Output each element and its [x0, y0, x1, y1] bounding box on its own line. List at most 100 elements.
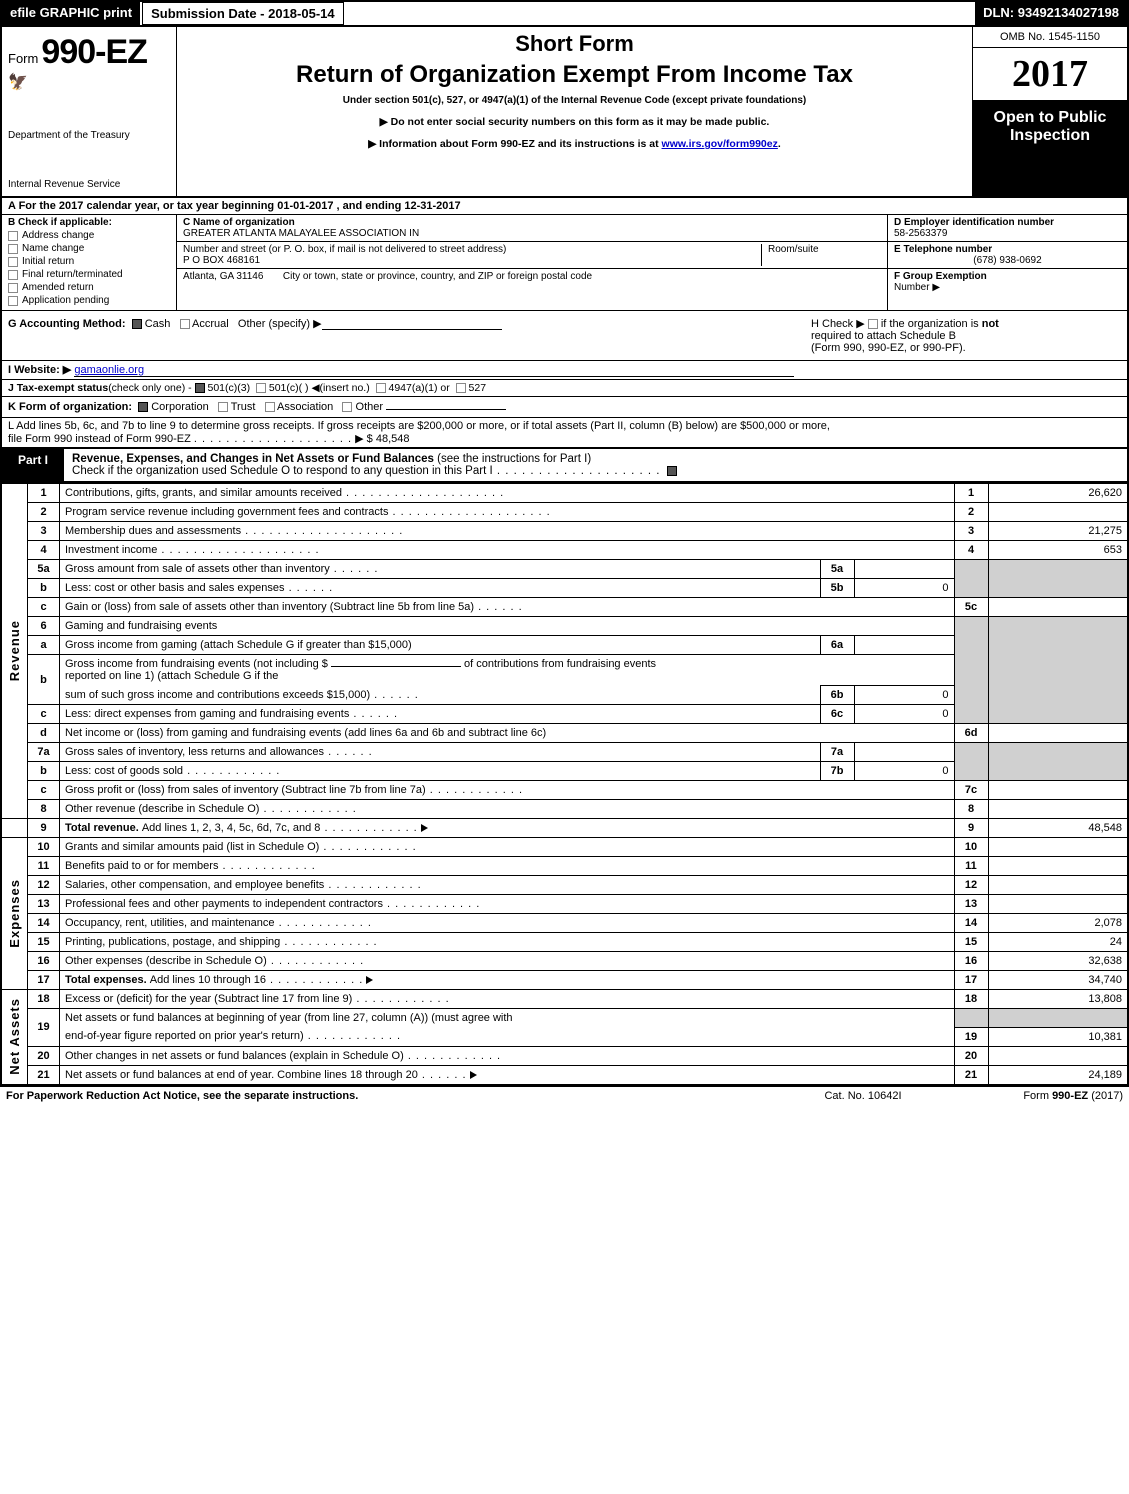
ln-1: 1 [28, 484, 60, 503]
ln-20: 20 [28, 1046, 60, 1065]
ln-21: 21 [28, 1065, 60, 1085]
checkbox-amended-return[interactable] [8, 283, 18, 293]
d-7b: Less: cost of goods sold [65, 765, 280, 777]
line-a: A For the 2017 calendar year, or tax yea… [2, 198, 1127, 214]
checkbox-corp[interactable] [138, 402, 148, 412]
l-text: L Add lines 5b, 6c, and 7b to line 9 to … [8, 420, 830, 432]
ln-6d: d [28, 724, 60, 743]
shade-5ab [954, 560, 988, 598]
d-15: Printing, publications, postage, and shi… [65, 936, 280, 948]
d-13: Professional fees and other payments to … [65, 898, 383, 910]
topbar-spacer [344, 2, 975, 25]
num-10: 10 [954, 838, 988, 857]
j-suffix: (check only one) - [108, 382, 194, 394]
h-line2: required to attach Schedule B [811, 330, 956, 342]
k-assoc: Association [277, 401, 333, 413]
d-6: Gaming and fundraising events [60, 617, 955, 636]
form-prefix: Form [8, 51, 38, 66]
d-6b-1: Gross income from fundraising events (no… [65, 658, 331, 670]
checkbox-assoc[interactable] [265, 402, 275, 412]
d-20: Other changes in net assets or fund bala… [65, 1050, 404, 1062]
efile-badge: efile GRAPHIC print [2, 2, 140, 25]
blank-6b[interactable] [331, 666, 461, 667]
l-dots [194, 433, 352, 445]
num-2: 2 [954, 503, 988, 522]
info-about-link[interactable]: www.irs.gov/form990ez [662, 138, 778, 150]
dots-8 [259, 803, 356, 815]
dots-9 [320, 822, 417, 834]
dots-16 [267, 955, 364, 967]
mini-6c: 6c [820, 705, 854, 724]
mv-6b: 0 [854, 686, 954, 705]
d-14: Occupancy, rent, utilities, and maintena… [65, 917, 275, 929]
checkbox-other[interactable] [342, 402, 352, 412]
side-revenue-label: Revenue [7, 620, 22, 681]
ln-15: 15 [28, 933, 60, 952]
dots-10 [319, 841, 416, 853]
l-text2: file Form 990 instead of Form 990-EZ [8, 433, 191, 445]
h-line3: (Form 990, 990-EZ, or 990-PF). [811, 342, 966, 354]
dots-7c [426, 784, 523, 796]
ln-10: 10 [28, 838, 60, 857]
b-initial-return: Initial return [22, 256, 74, 267]
val-19: 10,381 [988, 1027, 1128, 1046]
part1-check-line: Check if the organization used Schedule … [72, 465, 493, 477]
dots-21 [418, 1069, 467, 1081]
c-name-value: GREATER ATLANTA MALAYALEE ASSOCIATION IN [183, 228, 881, 239]
num-19: 19 [954, 1027, 988, 1046]
num-15: 15 [954, 933, 988, 952]
j-527: 527 [469, 382, 487, 394]
omb-number: OMB No. 1545-1150 [973, 27, 1127, 48]
ln-5c: c [28, 598, 60, 617]
d-6c: Less: direct expenses from gaming and fu… [65, 708, 398, 720]
val-13 [988, 895, 1128, 914]
checkbox-501c[interactable] [256, 383, 266, 393]
checkbox-cash[interactable] [132, 319, 142, 329]
mv-7b: 0 [854, 762, 954, 781]
checkbox-trust[interactable] [218, 402, 228, 412]
d-18: Excess or (deficit) for the year (Subtra… [65, 993, 352, 1005]
checkbox-schedule-o[interactable] [667, 466, 677, 476]
dept-treasury: Department of the Treasury [8, 130, 170, 141]
footer-right-b: 990-EZ [1052, 1090, 1088, 1102]
mv-6c: 0 [854, 705, 954, 724]
d-3: Membership dues and assessments [65, 525, 403, 537]
ln-4: 4 [28, 541, 60, 560]
checkbox-application-pending[interactable] [8, 296, 18, 306]
checkbox-4947[interactable] [376, 383, 386, 393]
val-7c [988, 781, 1128, 800]
checkbox-527[interactable] [456, 383, 466, 393]
checkbox-address-change[interactable] [8, 231, 18, 241]
num-1: 1 [954, 484, 988, 503]
checkbox-501c3[interactable] [195, 383, 205, 393]
side-expenses-label: Expenses [7, 879, 22, 948]
checkbox-final-return[interactable] [8, 270, 18, 280]
part1-dots [493, 465, 661, 477]
k-other-fill[interactable] [386, 409, 506, 410]
g-accrual: Accrual [192, 318, 229, 330]
h-line1b: if the organization is [881, 318, 982, 330]
num-16: 16 [954, 952, 988, 971]
line-a-begin: 01-01-2017 [277, 200, 333, 212]
mini-6b: 6b [820, 686, 854, 705]
footer-left: For Paperwork Reduction Act Notice, see … [6, 1090, 763, 1102]
c-street-value: P O BOX 468161 [183, 255, 761, 266]
checkbox-h[interactable] [868, 319, 878, 329]
val-3: 21,275 [988, 522, 1128, 541]
i-website-link[interactable]: gamaonlie.org [74, 364, 144, 376]
l-amount-prefix: ▶ $ [355, 433, 376, 445]
num-6d: 6d [954, 724, 988, 743]
do-not-line: ▶ Do not enter social security numbers o… [187, 116, 962, 128]
ln-12: 12 [28, 876, 60, 895]
ln-19: 19 [28, 1009, 60, 1047]
f-label2: Number ▶ [894, 282, 1121, 293]
d-16: Other expenses (describe in Schedule O) [65, 955, 267, 967]
d-9b: Total revenue. [65, 822, 142, 834]
shade-5ab-v [988, 560, 1128, 598]
checkbox-name-change[interactable] [8, 244, 18, 254]
checkbox-accrual[interactable] [180, 319, 190, 329]
checkbox-initial-return[interactable] [8, 257, 18, 267]
mini-5a: 5a [820, 560, 854, 579]
g-other-fill[interactable] [322, 329, 502, 330]
ln-11: 11 [28, 857, 60, 876]
